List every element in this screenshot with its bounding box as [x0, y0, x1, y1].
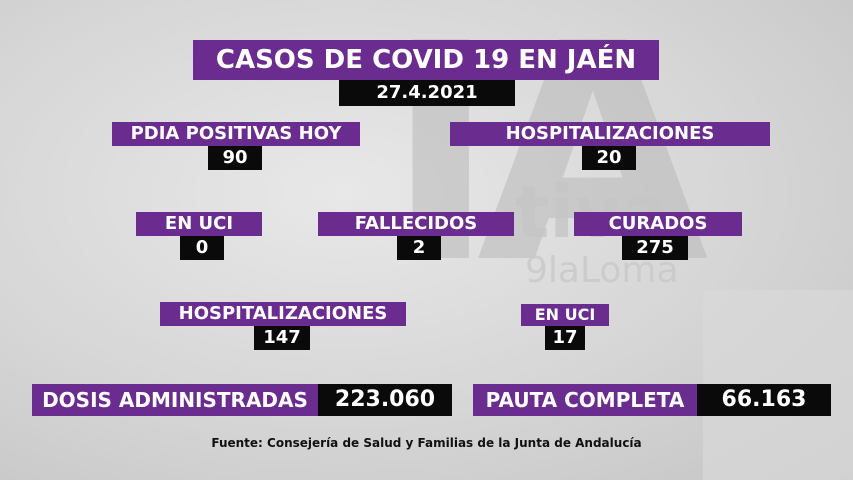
pdia-value: 90	[208, 146, 262, 170]
uci-today-label: EN UCI	[136, 212, 262, 236]
hospitalizations-today-label: HOSPITALIZACIONES	[450, 122, 770, 146]
hospitalizations-today-value: 20	[582, 146, 636, 170]
pdia-label: PDIA POSITIVAS HOY	[112, 122, 360, 146]
hospitalizations-total-value: 147	[254, 326, 310, 350]
deaths-value: 2	[397, 236, 441, 260]
page-title: CASOS DE COVID 19 EN JAÉN	[193, 40, 659, 80]
uci-total-label: EN UCI	[521, 304, 609, 326]
source-note: Fuente: Consejería de Salud y Familias d…	[211, 436, 642, 450]
doses-value: 223.060	[318, 384, 452, 416]
complete-regimen-value: 66.163	[697, 384, 831, 416]
complete-regimen-label: PAUTA COMPLETA	[473, 384, 697, 416]
cured-label: CURADOS	[574, 212, 742, 236]
deaths-label: FALLECIDOS	[318, 212, 514, 236]
doses-label: DOSIS ADMINISTRADAS	[32, 384, 318, 416]
hospitalizations-total-label: HOSPITALIZACIONES	[160, 302, 406, 326]
uci-today-value: 0	[180, 236, 224, 260]
date-label: 27.4.2021	[339, 80, 515, 106]
uci-total-value: 17	[545, 326, 585, 350]
cured-value: 275	[622, 236, 688, 260]
